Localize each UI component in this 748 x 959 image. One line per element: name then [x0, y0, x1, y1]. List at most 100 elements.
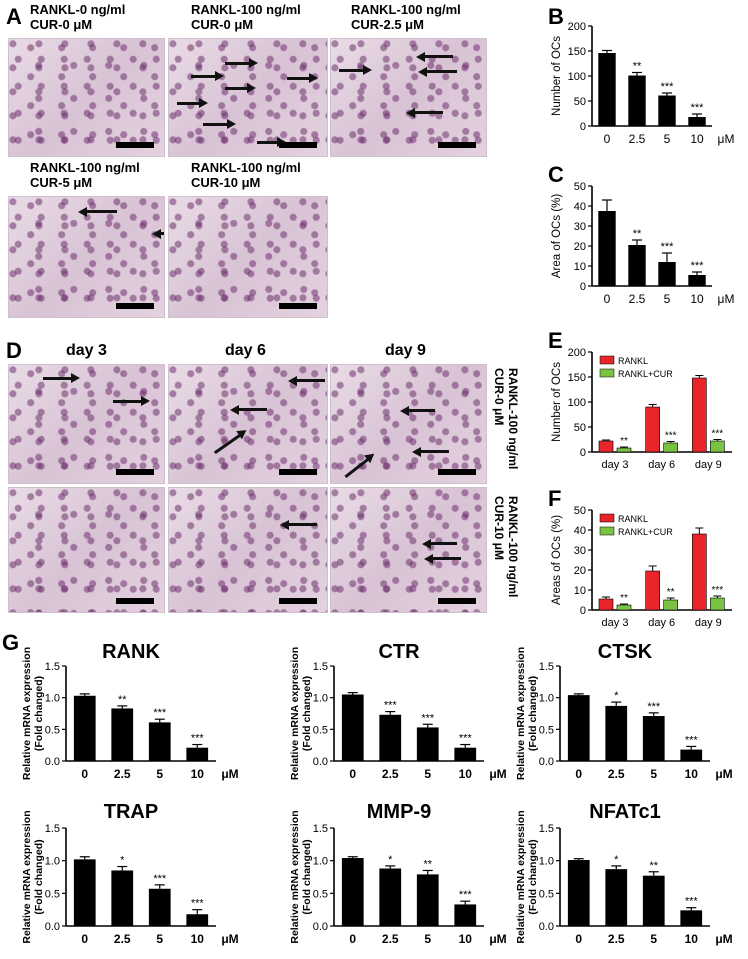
bar: [416, 874, 439, 926]
bar: [616, 604, 632, 611]
x-tick-label: 10: [191, 767, 205, 781]
y-tick-label: 50: [574, 422, 586, 434]
bar: [710, 597, 725, 611]
bar: [379, 714, 402, 761]
y-tick-label: 50: [574, 505, 586, 517]
micrograph-d4: [8, 487, 165, 613]
x-tick-label: 2.5: [608, 767, 625, 781]
x-tick-label: 2.5: [114, 767, 131, 781]
y-tick-label: 0.0: [313, 921, 328, 933]
micrograph-a3: [330, 38, 487, 157]
day-label-6: day 6: [225, 342, 266, 359]
scale-bar: [116, 142, 154, 148]
y-tick-label: 1.5: [45, 823, 60, 835]
y-tick-label: 150: [568, 372, 586, 384]
bar: [73, 859, 96, 926]
micrograph-d3: [330, 364, 487, 484]
y-tick-label: 30: [574, 221, 586, 233]
y-tick-label: 0.5: [313, 724, 328, 736]
arrow-icon: [429, 542, 457, 545]
chart-g6: NFATc1 0.0 0.5 1.0 1.5 Relative mRNA expressi…: [515, 801, 733, 946]
significance-label: ***: [459, 889, 473, 901]
x-tick-label: 0: [349, 932, 356, 946]
caption-a3: RANKL-100 ng/ml CUR-2.5 μM: [351, 2, 461, 32]
x-tick-label: 2.5: [382, 767, 399, 781]
y-tick-label: 0.5: [539, 888, 554, 900]
y-tick-label: 20: [574, 241, 586, 253]
bar: [148, 888, 171, 926]
x-tick-label: 10: [459, 767, 473, 781]
y-tick-label: 1.0: [313, 856, 328, 868]
significance-label: ***: [191, 733, 205, 745]
significance-label: ***: [685, 896, 699, 908]
x-tick-label: 0: [81, 767, 88, 781]
y-tick-label: 0.0: [45, 756, 60, 768]
y-tick-label: 0.0: [313, 756, 328, 768]
caption-a4: RANKL-100 ng/ml CUR-5 μM: [30, 160, 140, 190]
y-tick-label: 0.5: [313, 888, 328, 900]
y-tick-label: 200: [568, 347, 586, 359]
y-tick-label: 50: [574, 96, 586, 108]
y-tick-label: 1.0: [539, 693, 554, 705]
x-tick-label: 2.5: [608, 932, 625, 946]
row-label-d2: RANKL-100 ng/ml CUR-10 μM: [492, 496, 520, 597]
bar: [688, 275, 706, 286]
significance-label: ***: [191, 898, 205, 910]
bar: [628, 75, 646, 126]
chart-title: NFATc1: [589, 801, 661, 823]
bar: [454, 904, 477, 926]
significance-label: *: [614, 690, 619, 702]
x-unit-label: μM: [718, 292, 735, 306]
row-label-d2-line2: CUR-10 μM: [492, 496, 506, 561]
significance-label: ***: [661, 81, 675, 93]
x-tick-label: 10: [690, 292, 704, 306]
y-tick-label: 1.0: [45, 693, 60, 705]
y-tick-label: 0.5: [45, 724, 60, 736]
x-unit-label: μM: [221, 767, 238, 781]
micrograph-d2: [168, 364, 328, 484]
caption-a1-line2: CUR-0 μM: [30, 17, 93, 32]
chart-g2: CTR 0.0 0.5 1.0 1.5 Relative mRNA expression(…: [289, 641, 507, 781]
y-axis-label: Relative mRNA expression: [515, 810, 527, 943]
bar: [642, 875, 665, 926]
significance-label: ***: [384, 700, 398, 712]
x-unit-label: μM: [718, 132, 735, 146]
bar: [692, 533, 707, 611]
caption-a2-line1: RANKL-100 ng/ml: [191, 2, 301, 17]
bar: [663, 442, 678, 453]
x-tick-label: 5: [424, 767, 431, 781]
x-unit-label: μM: [715, 767, 732, 781]
caption-a5: RANKL-100 ng/ml CUR-10 μM: [191, 160, 301, 190]
scale-bar: [279, 142, 317, 148]
x-tick-label: 5: [156, 767, 163, 781]
significance-label: **: [667, 587, 675, 598]
arrow-icon: [287, 523, 317, 526]
bar: [341, 694, 364, 761]
day-label-9: day 9: [385, 342, 426, 359]
caption-a4-line1: RANKL-100 ng/ml: [30, 160, 140, 175]
chart-title: CTSK: [598, 641, 653, 663]
bar: [692, 377, 707, 453]
x-unit-label: μM: [489, 767, 506, 781]
y-tick-label: 1.0: [539, 856, 554, 868]
bar: [111, 708, 134, 761]
scale-bar: [279, 469, 317, 475]
x-tick-label: 10: [685, 932, 699, 946]
bar: [598, 598, 614, 611]
x-tick-label: day 6: [648, 459, 675, 471]
y-tick-label: 40: [574, 201, 586, 213]
y-axis-label-2: (Fold changed): [33, 676, 45, 751]
y-axis-label: Number of OCs: [551, 362, 563, 442]
bar: [658, 262, 676, 286]
row-label-d2-line1: RANKL-100 ng/ml: [506, 496, 520, 598]
micrograph-a1: [8, 38, 165, 157]
x-unit-label: μM: [715, 932, 732, 946]
y-tick-label: 0.0: [539, 921, 554, 933]
arrow-icon: [344, 457, 370, 479]
bar: [688, 117, 706, 126]
arrow-icon: [43, 373, 80, 383]
arrow-icon: [419, 450, 449, 453]
x-tick-label: day 9: [695, 617, 722, 629]
y-tick-label: 1.5: [539, 661, 554, 673]
caption-a3-line2: CUR-2.5 μM: [351, 17, 424, 32]
